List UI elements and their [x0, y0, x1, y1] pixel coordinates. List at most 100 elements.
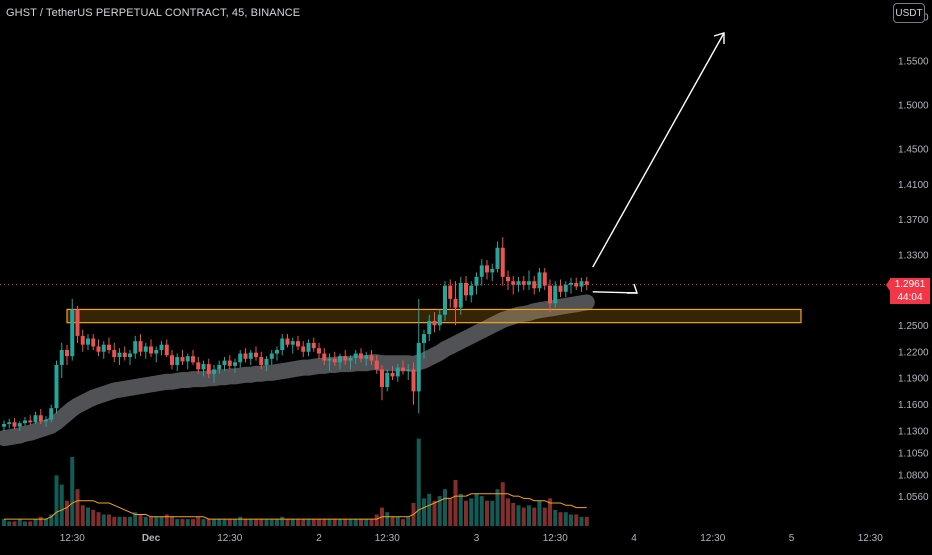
- candle-body[interactable]: [206, 364, 211, 374]
- candle-body[interactable]: [80, 335, 85, 345]
- candle-body[interactable]: [269, 353, 274, 359]
- candle-body[interactable]: [464, 283, 468, 296]
- candle-body[interactable]: [432, 320, 437, 326]
- candle-body[interactable]: [49, 408, 54, 420]
- candle-body[interactable]: [238, 353, 243, 363]
- candle-body[interactable]: [222, 360, 227, 365]
- candle-body[interactable]: [196, 362, 201, 370]
- candle-body[interactable]: [527, 281, 531, 285]
- candle-body[interactable]: [122, 352, 127, 358]
- candle-body[interactable]: [327, 358, 332, 361]
- candle-body[interactable]: [217, 364, 222, 370]
- candle-body[interactable]: [59, 349, 64, 365]
- candle-body[interactable]: [500, 247, 505, 277]
- candle-body[interactable]: [301, 346, 306, 352]
- candle-body[interactable]: [164, 344, 169, 356]
- candle-body[interactable]: [322, 353, 327, 361]
- candle-body[interactable]: [154, 349, 159, 354]
- candle-body[interactable]: [107, 344, 111, 350]
- candle-body[interactable]: [101, 344, 106, 352]
- candle-body[interactable]: [385, 372, 390, 388]
- candle-body[interactable]: [2, 424, 6, 427]
- candle-body[interactable]: [558, 285, 563, 292]
- candle-body[interactable]: [422, 334, 426, 343]
- candle-body[interactable]: [401, 367, 405, 372]
- candle-body[interactable]: [185, 356, 190, 362]
- candle-body[interactable]: [201, 364, 206, 370]
- candle-body[interactable]: [170, 355, 174, 365]
- candle-body[interactable]: [437, 314, 442, 326]
- candle-body[interactable]: [75, 309, 80, 336]
- candle-body[interactable]: [448, 285, 453, 299]
- candle-body[interactable]: [128, 353, 132, 358]
- candle-body[interactable]: [485, 265, 489, 273]
- candle-body[interactable]: [416, 342, 421, 392]
- candle-body[interactable]: [133, 341, 138, 354]
- candle-body[interactable]: [374, 360, 379, 370]
- candle-body[interactable]: [159, 344, 164, 350]
- candle-body[interactable]: [469, 285, 474, 296]
- candle-body[interactable]: [458, 283, 463, 308]
- candle-body[interactable]: [506, 276, 510, 282]
- candle-body[interactable]: [44, 419, 48, 422]
- candle-body[interactable]: [233, 362, 237, 366]
- candle-body[interactable]: [96, 346, 101, 352]
- candle-body[interactable]: [348, 357, 353, 361]
- candle-body[interactable]: [427, 320, 432, 335]
- candle-body[interactable]: [91, 338, 96, 347]
- candle-body[interactable]: [474, 276, 479, 286]
- candle-body[interactable]: [443, 285, 447, 315]
- candle-body[interactable]: [86, 338, 90, 345]
- candle-body[interactable]: [574, 283, 579, 287]
- candle-body[interactable]: [516, 281, 521, 285]
- candle-body[interactable]: [511, 281, 516, 285]
- candle-body[interactable]: [149, 346, 153, 354]
- candle-body[interactable]: [28, 420, 33, 423]
- candle-body[interactable]: [569, 283, 573, 285]
- candle-body[interactable]: [285, 338, 290, 345]
- candle-body[interactable]: [65, 349, 69, 357]
- candle-body[interactable]: [143, 346, 148, 352]
- candle-body[interactable]: [180, 357, 185, 362]
- candle-body[interactable]: [359, 353, 363, 359]
- candle-body[interactable]: [17, 423, 22, 427]
- candle-body[interactable]: [338, 356, 342, 363]
- candle-body[interactable]: [364, 355, 369, 359]
- candle-body[interactable]: [369, 355, 374, 361]
- candle-body[interactable]: [532, 281, 537, 289]
- candle-body[interactable]: [54, 364, 59, 409]
- candle-body[interactable]: [453, 298, 458, 308]
- candle-body[interactable]: [317, 348, 321, 354]
- candle-body[interactable]: [390, 372, 395, 377]
- candle-body[interactable]: [584, 281, 589, 285]
- candle-body[interactable]: [563, 284, 568, 292]
- candle-body[interactable]: [353, 353, 358, 358]
- candle-body[interactable]: [490, 268, 495, 273]
- candle-body[interactable]: [495, 247, 500, 269]
- candle-body[interactable]: [117, 352, 122, 358]
- currency-button[interactable]: USDT: [893, 3, 925, 23]
- candle-body[interactable]: [306, 342, 311, 352]
- target-arrow-line[interactable]: [592, 32, 725, 268]
- candle-body[interactable]: [521, 281, 526, 285]
- candle-body[interactable]: [212, 369, 216, 374]
- candle-body[interactable]: [343, 356, 348, 361]
- candle-body[interactable]: [259, 357, 264, 365]
- candle-body[interactable]: [479, 265, 484, 277]
- candle-body[interactable]: [175, 357, 180, 365]
- candle-body[interactable]: [138, 341, 143, 352]
- candle-body[interactable]: [406, 369, 411, 372]
- candle-body[interactable]: [332, 358, 337, 363]
- candle-body[interactable]: [542, 272, 547, 286]
- candle-body[interactable]: [411, 369, 416, 392]
- candle-body[interactable]: [311, 342, 316, 349]
- candle-body[interactable]: [38, 415, 43, 422]
- candle-body[interactable]: [243, 353, 248, 359]
- candle-body[interactable]: [296, 341, 300, 347]
- candle-body[interactable]: [579, 281, 584, 287]
- candle-body[interactable]: [254, 352, 258, 358]
- candle-body[interactable]: [248, 352, 253, 359]
- candle-body[interactable]: [227, 360, 232, 366]
